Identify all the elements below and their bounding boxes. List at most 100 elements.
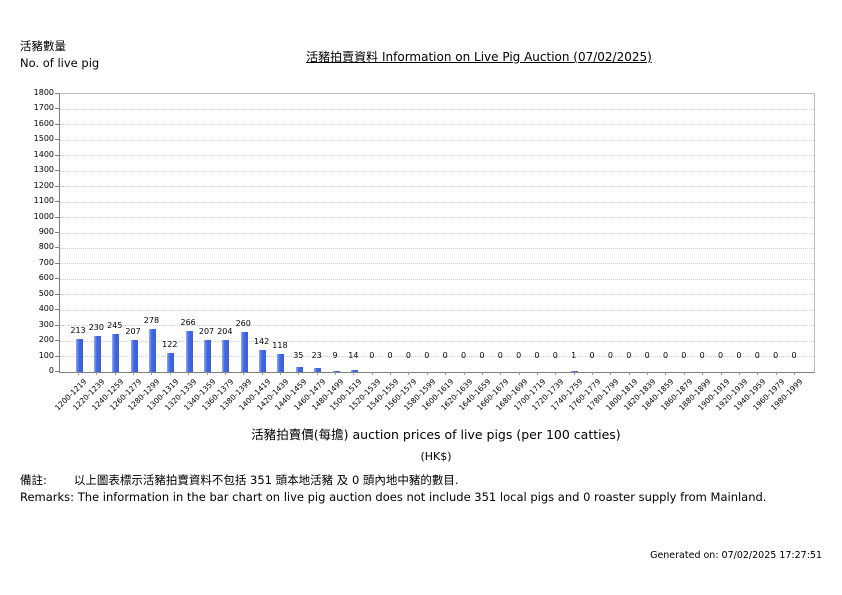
gridline bbox=[60, 217, 814, 219]
bar bbox=[259, 350, 267, 372]
x-tick-mark bbox=[151, 372, 153, 375]
remarks-text-zh: 以上圖表標示活豬拍賣資料不包括 351 頭本地活豬 及 0 頭內地中豬的數目. bbox=[73, 473, 459, 487]
y-axis-label-zh: 活豬數量 bbox=[20, 39, 66, 53]
x-tick-mark bbox=[224, 372, 226, 375]
y-tick-label: 1200 bbox=[33, 180, 54, 190]
bar bbox=[167, 353, 175, 372]
gridline bbox=[60, 170, 814, 172]
x-tick-mark bbox=[426, 372, 428, 375]
bar-value-label: 35 bbox=[293, 351, 304, 360]
y-tick-label: 500 bbox=[38, 288, 54, 298]
y-axis-header: 活豬數量 No. of live pig bbox=[20, 38, 99, 72]
y-tick-mark bbox=[55, 309, 59, 311]
x-tick-mark bbox=[647, 372, 649, 375]
x-tick-mark bbox=[261, 372, 263, 375]
bar bbox=[130, 340, 138, 372]
bar-value-label: 1 bbox=[571, 351, 577, 360]
y-tick-mark bbox=[55, 324, 59, 326]
chart-title: 活豬拍賣資料 Information on Live Pig Auction (… bbox=[306, 50, 652, 64]
y-tick-mark bbox=[55, 123, 59, 125]
y-tick-label: 1500 bbox=[33, 134, 54, 144]
bar bbox=[75, 339, 83, 372]
x-tick-mark bbox=[188, 372, 190, 375]
x-tick-mark bbox=[683, 372, 685, 375]
y-tick-mark bbox=[55, 93, 59, 94]
bar-value-label: 0 bbox=[405, 351, 411, 360]
bar-value-label: 278 bbox=[143, 316, 160, 325]
gridline bbox=[60, 155, 814, 157]
gridline bbox=[60, 325, 814, 327]
x-tick-mark bbox=[555, 372, 557, 375]
y-tick-label: 1000 bbox=[33, 211, 54, 221]
remarks-block: 備註: 以上圖表標示活豬拍賣資料不包括 351 頭本地活豬 及 0 頭內地中豬的數… bbox=[20, 472, 766, 505]
x-tick-mark bbox=[775, 372, 777, 375]
x-tick-mark bbox=[133, 372, 135, 375]
bar-value-label: 0 bbox=[791, 351, 797, 360]
x-tick-mark bbox=[463, 372, 465, 375]
bar bbox=[277, 354, 285, 372]
x-axis-unit: (HK$) bbox=[420, 450, 452, 463]
bar-value-label: 142 bbox=[253, 337, 270, 346]
gridline bbox=[60, 139, 814, 141]
bar-value-label: 230 bbox=[88, 323, 104, 332]
y-tick-mark bbox=[55, 262, 59, 264]
remarks-line-zh: 備註: 以上圖表標示活豬拍賣資料不包括 351 頭本地活豬 及 0 頭內地中豬的數… bbox=[20, 472, 766, 489]
bar-value-label: 0 bbox=[497, 351, 503, 360]
bar-value-label: 204 bbox=[217, 327, 233, 336]
bar bbox=[222, 340, 230, 372]
gridline bbox=[60, 278, 814, 280]
bar-value-label: 0 bbox=[662, 351, 669, 360]
bar-value-label: 9 bbox=[332, 351, 338, 360]
bar-value-label: 0 bbox=[718, 351, 724, 360]
bar bbox=[112, 334, 120, 372]
bar-value-label: 0 bbox=[534, 351, 540, 360]
bar-value-label: 0 bbox=[479, 351, 485, 360]
bar-value-label: 0 bbox=[699, 351, 705, 360]
x-tick-mark bbox=[702, 372, 704, 375]
x-tick-mark bbox=[206, 372, 208, 375]
bar bbox=[240, 332, 248, 372]
x-tick-mark bbox=[335, 372, 337, 375]
y-tick-label: 1700 bbox=[33, 103, 54, 113]
bar-value-label: 213 bbox=[70, 326, 86, 335]
bar-value-label: 207 bbox=[125, 327, 141, 336]
y-tick-label: 600 bbox=[38, 273, 54, 283]
y-tick-label: 1100 bbox=[33, 196, 54, 206]
y-tick-label: 300 bbox=[38, 319, 54, 329]
y-tick-mark bbox=[55, 185, 59, 187]
y-tick-mark bbox=[55, 278, 59, 280]
gridline bbox=[60, 186, 814, 188]
x-tick-mark bbox=[169, 372, 171, 375]
x-tick-mark bbox=[720, 372, 722, 375]
y-tick-mark bbox=[55, 154, 59, 156]
y-tick-mark bbox=[55, 247, 59, 249]
y-tick-label: 200 bbox=[38, 335, 54, 345]
bar-value-label: 260 bbox=[235, 319, 251, 328]
bar-value-label: 0 bbox=[644, 351, 650, 360]
x-tick-mark bbox=[481, 372, 483, 375]
x-tick-mark bbox=[445, 372, 447, 375]
y-tick-label: 0 bbox=[48, 366, 54, 375]
x-tick-mark bbox=[279, 372, 281, 375]
x-tick-mark bbox=[78, 372, 79, 375]
bar-value-label: 0 bbox=[516, 351, 522, 360]
y-tick-mark bbox=[55, 170, 59, 172]
bar-value-label: 0 bbox=[369, 351, 375, 360]
y-tick-mark bbox=[55, 139, 59, 141]
x-tick-mark bbox=[316, 372, 318, 375]
x-tick-mark bbox=[518, 372, 520, 375]
y-tick-mark bbox=[55, 216, 59, 218]
y-tick-mark bbox=[55, 232, 59, 233]
bar-value-label: 122 bbox=[162, 340, 178, 349]
gridline bbox=[60, 108, 814, 110]
x-tick-mark bbox=[298, 372, 300, 375]
bar-value-label: 0 bbox=[460, 351, 467, 360]
bar-value-label: 266 bbox=[180, 318, 196, 327]
y-tick-label: 800 bbox=[38, 242, 54, 252]
y-tick-label: 1600 bbox=[33, 118, 54, 128]
gridline bbox=[60, 309, 814, 311]
x-tick-mark bbox=[757, 372, 759, 375]
y-tick-label: 100 bbox=[38, 350, 54, 360]
bar-value-label: 0 bbox=[681, 351, 687, 360]
